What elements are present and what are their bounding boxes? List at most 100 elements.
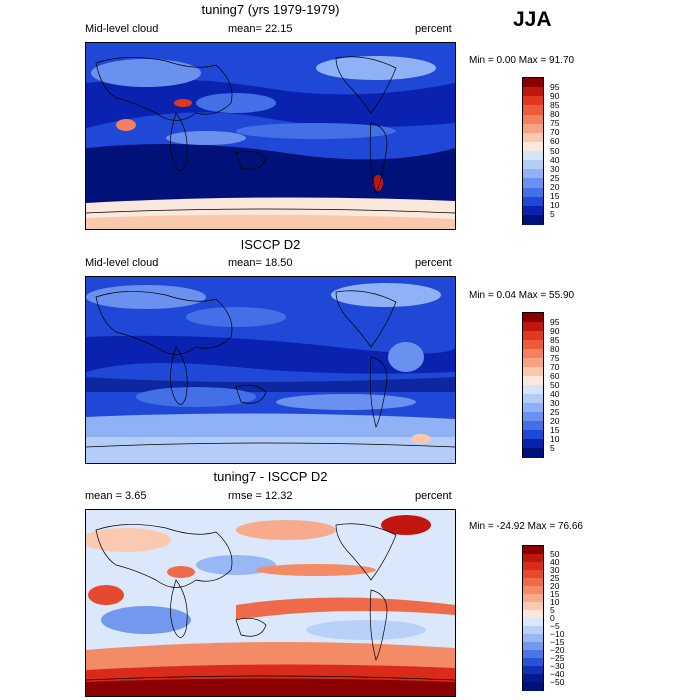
colorbar-box [523, 141, 543, 152]
panel3-mean-label: mean = 3.65 [85, 490, 147, 502]
colorbar-tick-label: 5 [550, 209, 555, 220]
panel2-variable-label: Mid-level cloud [85, 257, 159, 269]
colorbar-tick-label: 70 [550, 361, 560, 372]
colorbar-tick-label: 0 [550, 612, 555, 623]
colorbar-tick-label: 40 [550, 556, 560, 567]
panel1-units-label: percent [415, 23, 452, 35]
colorbar-tick-label: 75 [550, 118, 560, 129]
panel1-colorbar [522, 77, 544, 225]
colorbar-tick-label: −5 [550, 620, 560, 631]
colorbar-tick-label: 75 [550, 352, 560, 363]
colorbar-tick-label: 50 [550, 548, 560, 559]
colorbar-tick-label: 85 [550, 99, 560, 110]
colorbar-box [523, 412, 543, 422]
colorbar-box [523, 421, 543, 431]
panel1-mean-label: mean= 22.15 [228, 23, 293, 35]
colorbar-box [523, 570, 543, 579]
colorbar-box [523, 367, 543, 377]
colorbar-tick-label: 30 [550, 163, 560, 174]
panel2-field [86, 277, 455, 463]
colorbar-box [523, 602, 543, 611]
colorbar-tick-label: 80 [550, 109, 560, 119]
colorbar-tick-label: 25 [550, 572, 560, 583]
panel1-variable-label: Mid-level cloud [85, 23, 159, 35]
colorbar-tick-label: 50 [550, 145, 560, 156]
panel2-colorbar [522, 312, 544, 458]
colorbar-box [523, 376, 543, 386]
panel3-rmse-label: rmse = 12.32 [228, 490, 293, 502]
colorbar-box [523, 196, 543, 207]
panel1-field [86, 43, 455, 229]
season-label: JJA [513, 8, 552, 31]
panel1-minmax: Min = 0.00 Max = 91.70 [469, 55, 575, 66]
colorbar-tick-label: 50 [550, 379, 560, 390]
colorbar-tick-label: 90 [550, 325, 560, 336]
colorbar-box [523, 205, 543, 216]
colorbar-tick-label: −40 [550, 668, 565, 679]
colorbar-box [523, 340, 543, 350]
colorbar-box [523, 682, 543, 691]
panel3-title: tuning7 - ISCCP D2 [213, 469, 328, 484]
panel2-units-label: percent [415, 257, 452, 269]
colorbar-tick-label: 90 [550, 90, 560, 101]
colorbar-tick-label: 15 [550, 588, 560, 599]
panel3-map [85, 509, 456, 697]
colorbar-box [523, 169, 543, 179]
colorbar-tick-label: 10 [550, 433, 560, 444]
panel1-title: tuning7 (yrs 1979-1979) [201, 2, 340, 17]
colorbar-box [523, 430, 543, 440]
colorbar-box [523, 349, 543, 359]
colorbar-tick-label: 40 [550, 154, 560, 165]
colorbar-box [523, 123, 543, 134]
colorbar-tick-label: 60 [550, 136, 560, 147]
panel2-map [85, 276, 456, 464]
panel2-title: ISCCP D2 [240, 237, 301, 252]
colorbar-box [523, 594, 543, 603]
colorbar-box [523, 610, 543, 619]
colorbar-box [523, 578, 543, 587]
colorbar-box [523, 439, 543, 449]
colorbar-tick-label: 60 [550, 370, 560, 381]
colorbar-box [523, 385, 543, 395]
colorbar-tick-label: 40 [550, 388, 560, 399]
colorbar-box [523, 586, 543, 595]
colorbar-box [523, 634, 543, 643]
colorbar-box [523, 666, 543, 675]
colorbar-box [523, 554, 543, 563]
colorbar-tick-label: 20 [550, 415, 560, 426]
colorbar-box [523, 658, 543, 667]
panel3-units-label: percent [415, 490, 452, 502]
colorbar-box [523, 178, 543, 188]
colorbar-tick-label: −10 [550, 628, 565, 639]
colorbar-box [523, 358, 543, 368]
colorbar-tick-label: −25 [550, 652, 565, 663]
colorbar-tick-label: 20 [550, 182, 560, 192]
colorbar-box [523, 114, 543, 125]
colorbar-box [523, 674, 543, 683]
colorbar-box [523, 394, 543, 404]
colorbar-box [523, 322, 543, 332]
colorbar-tick-label: 15 [550, 191, 560, 202]
colorbar-tick-label: −50 [550, 676, 565, 687]
colorbar-tick-label: 85 [550, 334, 560, 345]
colorbar-box [523, 562, 543, 571]
colorbar-box [523, 618, 543, 627]
colorbar-box [523, 78, 543, 88]
colorbar-tick-label: 25 [550, 172, 560, 183]
colorbar-box [523, 331, 543, 341]
panel3-field [86, 510, 455, 696]
panel1-map [85, 42, 456, 230]
colorbar-tick-label: 5 [550, 442, 555, 453]
colorbar-box [523, 87, 543, 97]
colorbar-box [523, 448, 543, 458]
colorbar-box [523, 105, 543, 115]
colorbar-box [523, 650, 543, 659]
colorbar-box [523, 626, 543, 635]
colorbar-tick-label: −15 [550, 636, 565, 647]
colorbar-tick-label: −30 [550, 660, 565, 671]
colorbar-box [523, 546, 543, 555]
colorbar-tick-label: 15 [550, 424, 560, 435]
colorbar-tick-label: 80 [550, 343, 560, 354]
colorbar-tick-label: 95 [550, 316, 560, 327]
panel3-colorbar [522, 545, 544, 691]
